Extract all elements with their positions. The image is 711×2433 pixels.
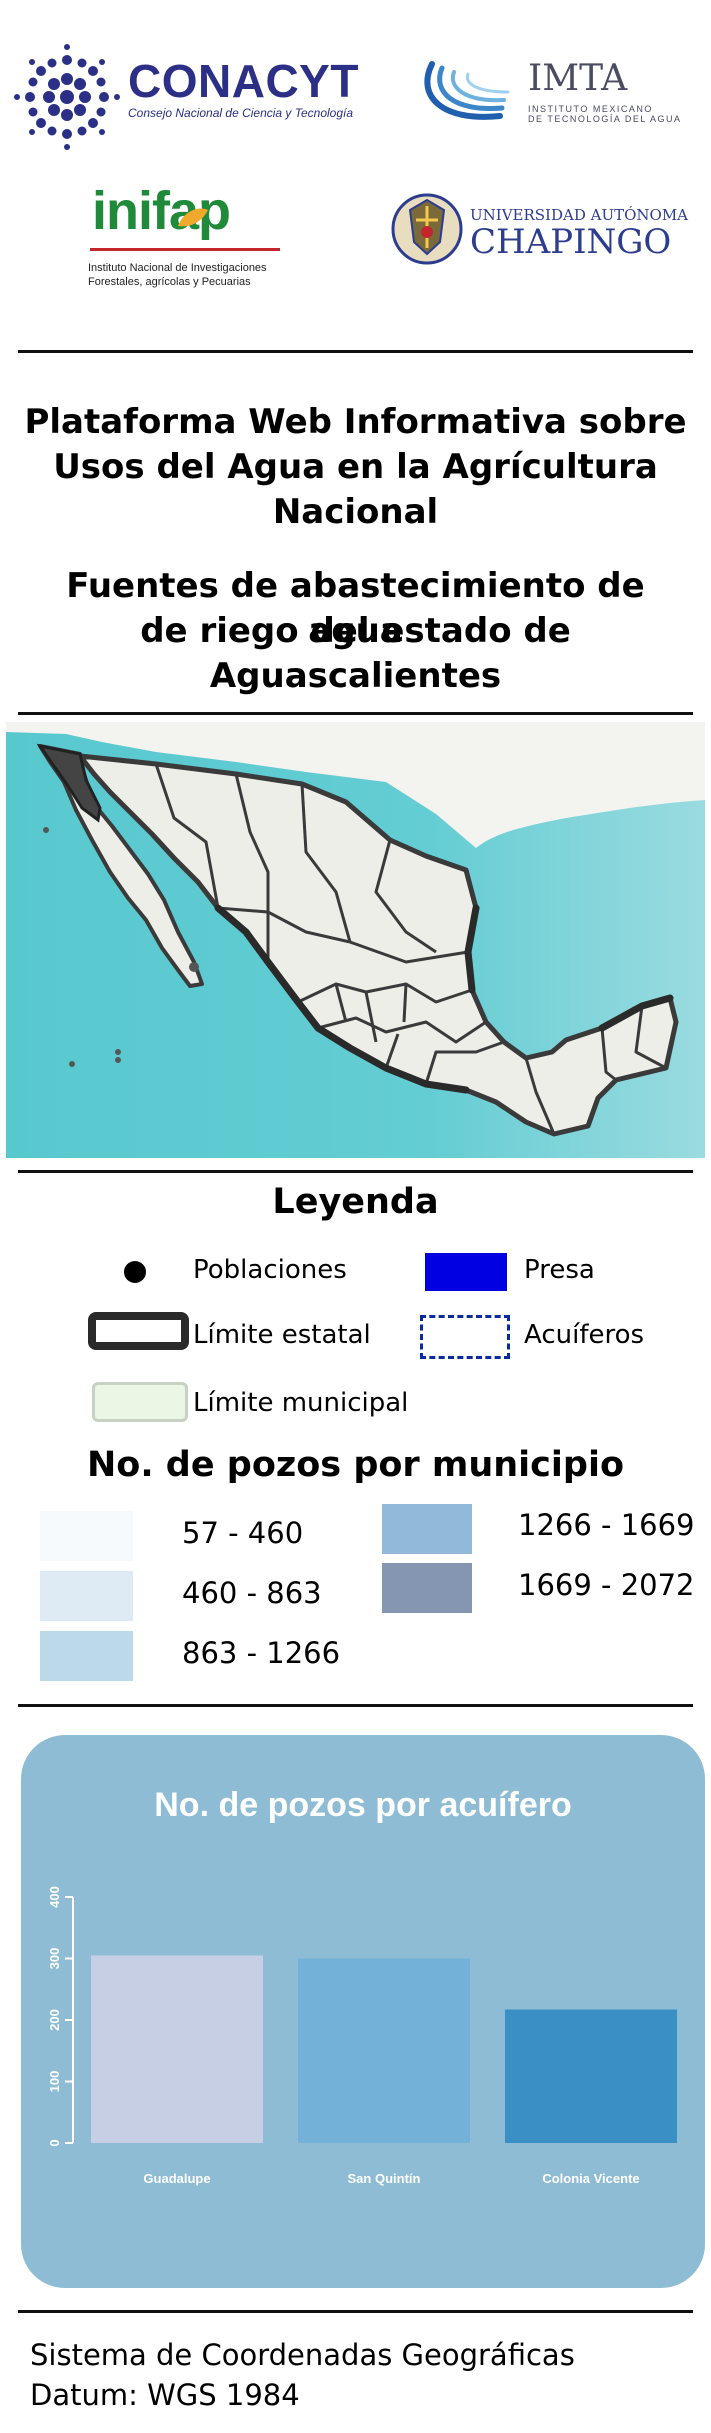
range-label-1: 57 - 460 (182, 1516, 304, 1550)
inifap-red-rule (90, 248, 280, 251)
chapingo-crest-icon (391, 193, 463, 265)
platform-title-line1: Plataforma Web Informativa sobre (24, 402, 687, 442)
bar-1 (91, 1955, 263, 2143)
divider-header (18, 350, 693, 353)
divider-legend (18, 1704, 693, 1707)
platform-title-line2: Usos del Agua en la Agrícultura (53, 447, 658, 487)
limite-municipal-symbol (92, 1382, 188, 1422)
y-tick-label: 300 (47, 1948, 62, 1970)
wells-heading: No. de pozos por municipio (86, 1445, 624, 1485)
conacyt-subtitle: Consejo Nacional de Ciencia y Tecnología (128, 106, 354, 120)
category-label: San Quintín (348, 2171, 421, 2186)
divider-chart (18, 2310, 693, 2313)
imta-subtitle-line1: INSTITUTO MEXICANO (528, 104, 653, 114)
y-tick-label: 100 (47, 2071, 62, 2093)
inifap-subtitle-line2: Forestales, agrícolas y Pecuarias (88, 276, 251, 288)
category-label: Colonia Vicente (542, 2171, 639, 2186)
platform-title-line3: Nacional (272, 492, 439, 532)
legend-heading: Leyenda (272, 1182, 439, 1222)
range-label-2: 460 - 863 (182, 1576, 322, 1610)
range-label-5: 1669 - 2072 (518, 1568, 695, 1602)
footer-coordinate-system: Sistema de Coordenadas Geográficas (30, 2338, 575, 2372)
range-label-3: 863 - 1266 (182, 1636, 341, 1670)
range-swatch-2 (40, 1571, 133, 1621)
chapingo-name: CHAPINGO (470, 222, 672, 262)
category-label: Guadalupe (143, 2171, 210, 2186)
mexico-map (6, 722, 705, 1158)
imta-name: IMTA (528, 58, 628, 99)
legend-acuiferos: Acuíferos (524, 1320, 645, 1350)
range-swatch-4 (382, 1504, 472, 1554)
inifap-name: inifap (92, 181, 231, 241)
acuiferos-symbol (420, 1315, 510, 1359)
divider-title (18, 712, 693, 715)
islands (43, 827, 199, 1067)
bar-chart: 0 100 200 300 400 Guadalupe San Quintín Colonia… (47, 1886, 677, 2186)
range-swatch-1 (40, 1511, 133, 1561)
range-label-4: 1266 - 1669 (518, 1508, 695, 1542)
bar-2 (298, 1958, 470, 2143)
map-title-line1: Fuentes de abastecimiento de agua (66, 566, 645, 651)
imta-subtitle-line2: DE TECNOLOGÍA DEL AGUA (528, 114, 682, 124)
leaf-icon (178, 208, 208, 227)
legend-presa: Presa (524, 1255, 595, 1285)
legend-poblaciones: Poblaciones (193, 1255, 347, 1285)
legend-limite-estatal: Límite estatal (193, 1320, 371, 1350)
coastline (214, 904, 674, 1094)
imta-wave-icon (424, 61, 510, 120)
conacyt-emblem-icon (14, 44, 120, 150)
map-title-line3: Aguascalientes (209, 656, 502, 696)
y-tick-label: 0 (47, 2139, 62, 2146)
bar-3 (505, 2009, 677, 2143)
presa-swatch (425, 1253, 507, 1291)
usa-land (6, 722, 705, 848)
range-swatch-5 (382, 1563, 472, 1613)
chart-title: No. de pozos por acuífero (154, 1786, 572, 1824)
footer-datum: Datum: WGS 1984 (30, 2378, 300, 2412)
legend-limite-municipal: Límite municipal (193, 1388, 409, 1418)
chapingo-university: UNIVERSIDAD AUTÓNOMA (470, 206, 689, 224)
limite-estatal-symbol (88, 1312, 189, 1350)
conacyt-name: CONACYT (128, 55, 359, 107)
y-tick-label: 200 (47, 2009, 62, 2031)
y-tick-label: 400 (47, 1886, 62, 1908)
divider-map (18, 1170, 693, 1173)
range-swatch-3 (40, 1631, 133, 1681)
highlighted-state (36, 743, 102, 823)
poblaciones-symbol (124, 1261, 146, 1283)
map-title-line2: de riego del estado de (140, 611, 571, 651)
inifap-subtitle-line1: Instituto Nacional de Investigaciones (88, 262, 267, 274)
state-borders (154, 763, 667, 1135)
